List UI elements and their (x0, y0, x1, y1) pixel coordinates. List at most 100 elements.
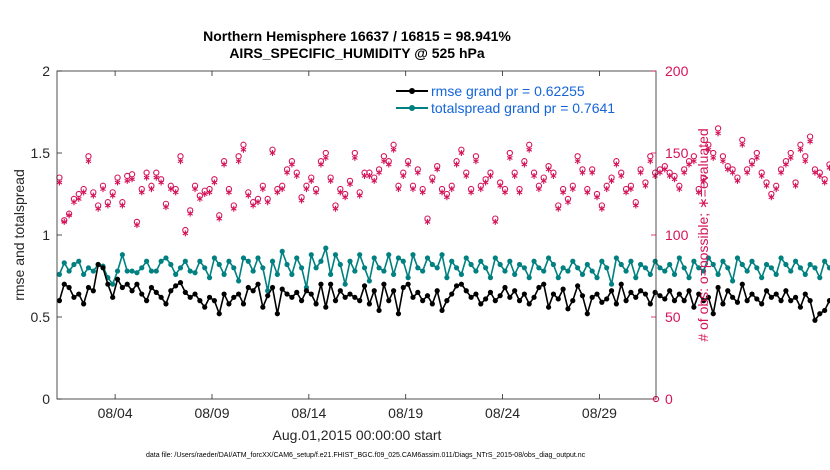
x-tick-label: 08/09 (194, 405, 229, 421)
rmse-point (71, 294, 77, 300)
rmse-point (744, 298, 750, 304)
totalspread-point (357, 252, 363, 258)
rmse-point (303, 288, 310, 294)
obs-evaluated-point (322, 154, 329, 161)
obs-evaluated-point (235, 158, 242, 165)
obs-evaluated-point (792, 182, 799, 189)
totalspread-point (308, 252, 314, 258)
rmse-point (478, 301, 484, 307)
obs-evaluated-point (177, 158, 184, 165)
obs-evaluated-point (226, 189, 232, 196)
totalspread-point (526, 275, 532, 281)
obs-possible-point (753, 149, 760, 157)
rmse-point (468, 294, 474, 300)
obs-evaluated-point (313, 189, 319, 196)
obs-evaluated-point (628, 186, 634, 193)
rmse-point (163, 301, 169, 307)
chart-subtitle: AIRS_SPECIFIC_HUMIDITY @ 525 hPa (229, 45, 485, 61)
obs-evaluated-point (613, 161, 620, 168)
obs-evaluated-point (473, 158, 479, 165)
rmse-point (386, 298, 392, 304)
rmse-point (158, 294, 164, 300)
totalspread-point (638, 261, 644, 268)
totalspread-point (114, 268, 121, 274)
obs-evaluated-point (187, 210, 194, 217)
obs-possible-point (710, 149, 717, 157)
rmse-point (642, 291, 649, 297)
rmse-point (725, 288, 731, 294)
obs-evaluated-point (298, 197, 305, 204)
totalspread-point (773, 271, 779, 277)
rmse-point (584, 311, 590, 317)
rmse-point (502, 284, 508, 291)
rmse-point (700, 298, 707, 304)
totalspread-point (744, 268, 750, 274)
obs-evaluated-point (424, 218, 431, 225)
obs-evaluated-point (143, 174, 150, 181)
totalspread-point (90, 268, 96, 274)
rmse-point (797, 304, 804, 310)
obs-evaluated-point (303, 186, 310, 193)
rmse-point (541, 281, 547, 287)
obs-evaluated-point (347, 181, 353, 188)
rmse-point (361, 283, 368, 289)
totalspread-point (342, 281, 348, 287)
rmse-point (105, 281, 111, 287)
y2-tick-label: 0 (665, 391, 673, 407)
totalspread-point (749, 258, 755, 264)
totalspread-point (240, 255, 247, 261)
rmse-point (570, 298, 576, 304)
rmse-point (579, 293, 586, 299)
totalspread-point (274, 271, 280, 277)
totalspread-point (158, 258, 164, 264)
obs-evaluated-point (753, 154, 760, 161)
totalspread-point (560, 265, 566, 271)
rmse-point (633, 294, 639, 300)
obs-evaluated-point (390, 146, 397, 153)
obs-evaluated-point (429, 177, 436, 184)
totalspread-point (211, 255, 217, 261)
totalspread-point (681, 265, 687, 271)
totalspread-point (691, 258, 697, 264)
totalspread-point (657, 265, 663, 271)
rmse-point (56, 298, 63, 304)
obs-evaluated-point (618, 172, 625, 179)
obs-evaluated-point (163, 204, 169, 211)
totalspread-point (269, 258, 276, 264)
totalspread-point (575, 265, 581, 271)
rmse-point (328, 281, 334, 287)
obs-evaluated-point (250, 202, 257, 209)
obs-evaluated-point (71, 199, 77, 206)
totalspread-point (826, 265, 830, 271)
rmse-point (424, 293, 431, 299)
totalspread-point (618, 261, 624, 268)
rmse-point (245, 284, 251, 291)
rmse-point (483, 296, 489, 302)
totalspread-point (516, 261, 523, 268)
rmse-point (681, 298, 687, 304)
totalspread-point (400, 258, 406, 264)
obs-evaluated-point (284, 169, 290, 176)
obs-evaluated-point (511, 172, 518, 179)
obs-evaluated-point (521, 161, 528, 168)
rmse-point (710, 311, 716, 317)
obs-evaluated-point (739, 141, 746, 148)
totalspread-point (352, 268, 358, 274)
rmse-point (313, 301, 319, 307)
rmse-point (788, 298, 794, 304)
rmse-point (197, 298, 203, 304)
rmse-point (76, 291, 82, 297)
obs-evaluated-point (715, 130, 721, 137)
rmse-point (667, 288, 673, 294)
rmse-point (734, 299, 741, 305)
x-axis-label: Aug.01,2015 00:00:00 start (273, 427, 442, 443)
totalspread-point (570, 258, 576, 264)
obs-evaluated-point (671, 176, 678, 183)
totalspread-point (168, 261, 174, 268)
obs-evaluated-point (545, 166, 552, 173)
totalspread-point (386, 252, 392, 258)
obs-evaluated-point (807, 138, 813, 145)
totalspread-point (812, 265, 818, 271)
totalspread-point (405, 275, 411, 281)
obs-evaluated-point (274, 189, 281, 196)
